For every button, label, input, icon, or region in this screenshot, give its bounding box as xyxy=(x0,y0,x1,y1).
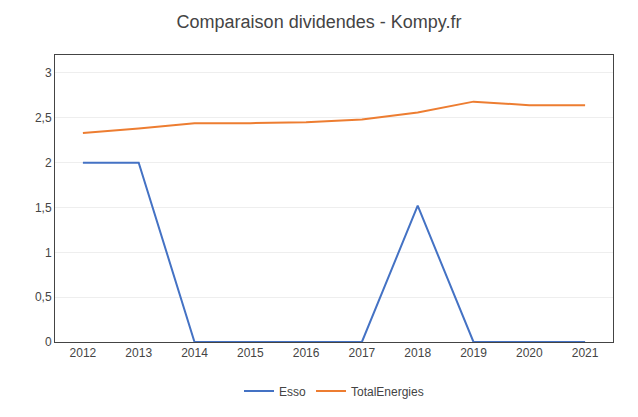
svg-text:0,5: 0,5 xyxy=(35,290,52,304)
svg-text:1: 1 xyxy=(45,246,52,260)
svg-text:2017: 2017 xyxy=(349,346,376,360)
svg-text:2012: 2012 xyxy=(70,346,97,360)
svg-text:2016: 2016 xyxy=(293,346,320,360)
svg-text:0: 0 xyxy=(45,335,52,349)
svg-text:Esso: Esso xyxy=(279,385,306,399)
svg-text:2021: 2021 xyxy=(572,346,599,360)
svg-text:2014: 2014 xyxy=(181,346,208,360)
svg-text:1,5: 1,5 xyxy=(35,201,52,215)
svg-text:2: 2 xyxy=(45,156,52,170)
svg-text:2020: 2020 xyxy=(516,346,543,360)
svg-text:TotalEnergies: TotalEnergies xyxy=(351,385,424,399)
svg-text:2018: 2018 xyxy=(404,346,431,360)
svg-text:3: 3 xyxy=(45,66,52,80)
svg-text:2013: 2013 xyxy=(125,346,152,360)
svg-text:Comparaison dividendes - Kompy: Comparaison dividendes - Kompy.fr xyxy=(177,12,462,32)
svg-text:2015: 2015 xyxy=(237,346,264,360)
svg-text:2,5: 2,5 xyxy=(35,111,52,125)
svg-text:2019: 2019 xyxy=(460,346,487,360)
